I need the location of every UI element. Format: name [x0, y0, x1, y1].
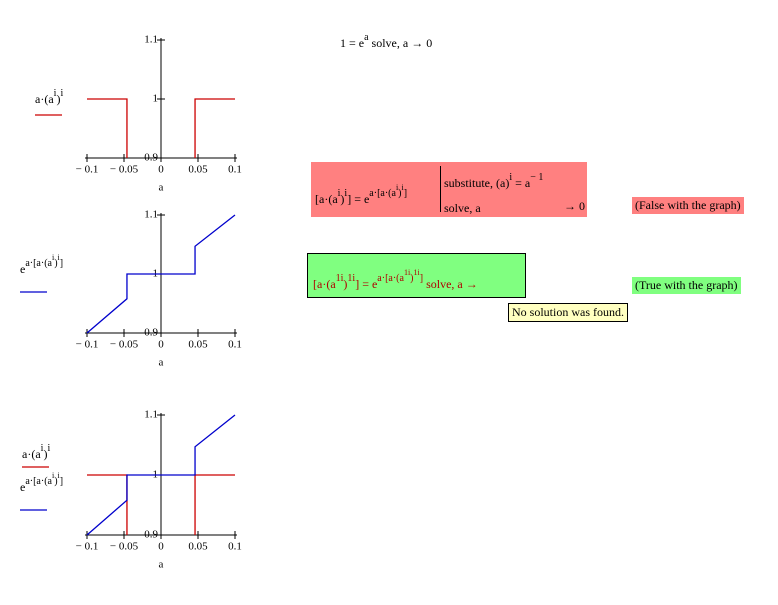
- series-line: [86, 414, 236, 536]
- y-tick-label: 1: [153, 93, 159, 105]
- math-part: [a·(a: [315, 192, 338, 206]
- math-part: i: [47, 443, 51, 454]
- math-part: i: [51, 253, 55, 262]
- math-part: ]: [403, 188, 408, 199]
- math-part: ): [398, 188, 402, 199]
- math-part: 1i: [413, 268, 420, 277]
- math-part: 1i: [335, 273, 344, 284]
- x-axis-label: a: [159, 182, 164, 194]
- math-part: e: [20, 480, 26, 494]
- math-part: ): [54, 258, 58, 269]
- x-axis-label: a: [159, 357, 164, 369]
- x-tick-label: − 0.1: [76, 541, 99, 553]
- x-tick-label: 0.1: [228, 541, 242, 553]
- y-tick-label: 0.9: [144, 152, 158, 164]
- math-part: ): [340, 192, 345, 206]
- x-tick-label: 0: [158, 339, 164, 351]
- math-part: ]: [419, 273, 424, 284]
- series-line: [86, 214, 236, 334]
- x-tick-label: − 0.1: [76, 339, 99, 351]
- false-label: (False with the graph): [632, 197, 744, 214]
- math-part: 1 = e: [340, 36, 365, 50]
- x-tick-label: 0.1: [228, 339, 242, 351]
- math-part: a·[a·(a: [25, 476, 52, 487]
- math-part: i: [509, 172, 513, 183]
- x-axis-label: a: [159, 559, 164, 571]
- substitute: substitute, (a)i = a− 1: [444, 172, 543, 191]
- result: → 0: [564, 199, 585, 213]
- math-part: i: [344, 188, 348, 199]
- math-part: solve, a → 0: [368, 36, 433, 50]
- math-part: ): [343, 277, 348, 291]
- x-tick-label: 0.05: [188, 339, 208, 351]
- x-tick-label: 0.1: [228, 164, 242, 176]
- x-tick-label: 0.05: [188, 164, 208, 176]
- math-part: a·[a·(a: [369, 188, 396, 199]
- x-tick-label: 0: [158, 541, 164, 553]
- math-part: ): [410, 273, 414, 284]
- math-part: − 1: [530, 172, 544, 183]
- solve: solve, a: [444, 201, 481, 215]
- y-tick-label: 1.1: [144, 409, 158, 421]
- series-line: [87, 98, 235, 158]
- math-part: i: [337, 188, 341, 199]
- y-tick-label: 1.1: [144, 209, 158, 221]
- math-part: ): [56, 92, 61, 106]
- math-part: ] = e: [347, 192, 370, 206]
- divider: [440, 166, 441, 212]
- math-part: a: [364, 32, 369, 43]
- math-part: i: [395, 183, 399, 192]
- x-tick-label: − 0.05: [110, 339, 139, 351]
- x-tick-label: 0.05: [188, 541, 208, 553]
- math-part: = a: [512, 176, 531, 190]
- math-part: 1i: [403, 268, 411, 277]
- legend-entry: a·(ai)i: [22, 443, 50, 462]
- true-label: (True with the graph): [632, 277, 741, 294]
- math-part: ): [54, 476, 58, 487]
- math-part: solve, a →: [423, 277, 478, 291]
- true-block: [a·(a1i)1i] = ea·[a·(a1i)1i] solve, a →: [307, 253, 526, 298]
- math-part: ]: [59, 476, 64, 487]
- true-expression: [a·(a1i)1i] = ea·[a·(a1i)1i] solve, a →: [313, 268, 478, 292]
- y-tick-label: 0.9: [144, 529, 158, 541]
- math-part: i: [401, 183, 404, 192]
- math-part: [a·(a: [313, 277, 336, 291]
- math-part: ] = e: [355, 277, 378, 291]
- math-part: i: [57, 253, 60, 262]
- math-part: i: [51, 471, 55, 480]
- y-tick-label: 0.9: [144, 327, 158, 339]
- tooltip: No solution was found.: [508, 303, 628, 322]
- top-equation: 1 = ea solve, a → 0: [340, 32, 433, 51]
- math-part: a·(a: [22, 447, 41, 461]
- legend-entry: ea·[a·(ai)i]: [20, 253, 63, 277]
- x-tick-label: − 0.1: [76, 164, 99, 176]
- math-part: i: [40, 443, 44, 454]
- math-part: a·(a: [35, 92, 54, 106]
- math-part: i: [60, 88, 64, 99]
- math-part: substitute, (a): [444, 176, 510, 190]
- math-part: ): [43, 447, 48, 461]
- math-part: a·[a·(a: [25, 258, 52, 269]
- math-part: ]: [59, 258, 64, 269]
- false-block: [a·(ai)i] = ea·[a·(ai)i] substitute, (a)…: [311, 162, 587, 217]
- x-tick-label: 0: [158, 164, 164, 176]
- x-tick-label: − 0.05: [110, 541, 139, 553]
- math-part: i: [53, 88, 57, 99]
- math-part: i: [57, 471, 60, 480]
- math-part: 1i: [347, 273, 356, 284]
- x-tick-label: − 0.05: [110, 164, 139, 176]
- legend-entry: ea·[a·(ai)i]: [20, 471, 63, 495]
- false-lhs: [a·(ai)i] = ea·[a·(ai)i]: [315, 183, 407, 207]
- math-part: e: [20, 262, 26, 276]
- y-tick-label: 1.1: [144, 34, 158, 46]
- math-part: a·[a·(a: [377, 273, 404, 284]
- legend-entry: a·(ai)i: [35, 88, 63, 107]
